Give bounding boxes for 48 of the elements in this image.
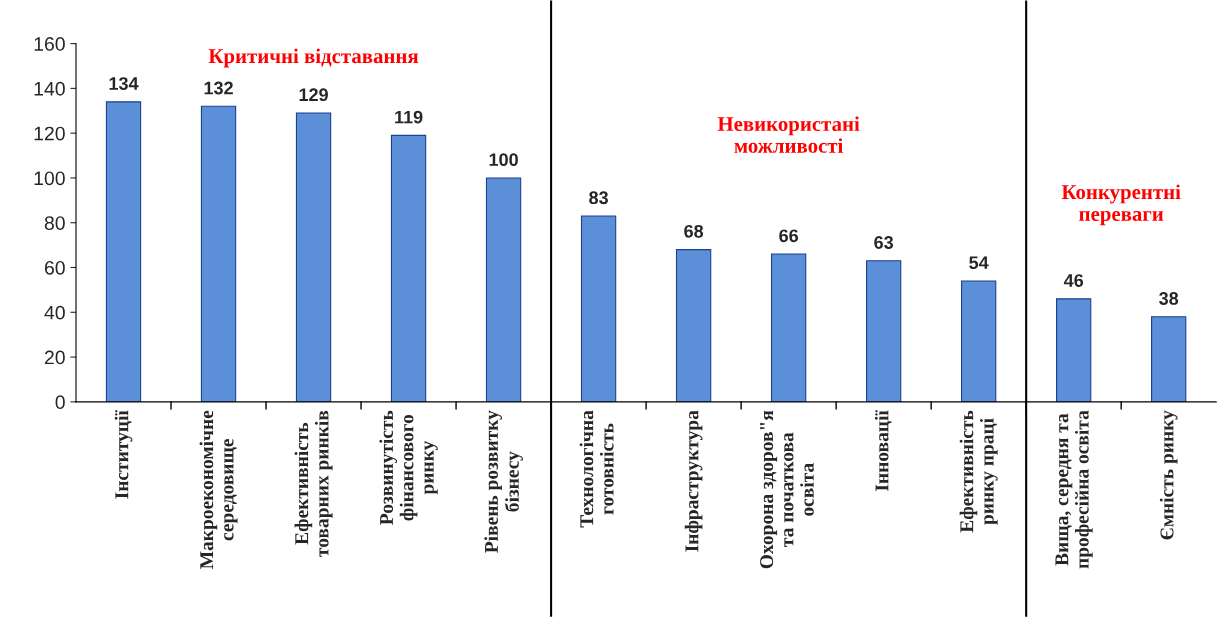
bar xyxy=(1151,316,1187,402)
bar xyxy=(390,134,427,402)
bar xyxy=(295,112,332,402)
data-label: 119 xyxy=(395,110,423,124)
x-tick-label: Макроекономічне середовище xyxy=(199,410,238,569)
y-tick-label: 0 xyxy=(55,395,65,410)
bar xyxy=(865,260,902,402)
x-tick-label: Рівень розвитку бізнесу xyxy=(484,410,523,553)
data-label: 46 xyxy=(1063,274,1084,287)
data-label: 66 xyxy=(779,229,799,243)
bar xyxy=(960,280,997,402)
x-tick-label: Вища, середня та професійна освіта xyxy=(1055,410,1093,569)
bar xyxy=(200,105,237,402)
x-tick-label: Інновації xyxy=(874,410,892,491)
x-tick-label: Ефективність ринку праці xyxy=(959,410,998,533)
y-tick-label: 20 xyxy=(44,350,65,365)
bar xyxy=(105,101,142,402)
x-tick-label: Ефективність товарних ринків xyxy=(294,410,333,557)
y-tick-label: 100 xyxy=(34,171,65,186)
y-tick-label: 120 xyxy=(34,126,65,141)
annotation: Невикористані можливості xyxy=(717,116,860,153)
data-label: 63 xyxy=(874,236,894,249)
data-label: 134 xyxy=(109,77,139,90)
annotation: Конкурентні переваги xyxy=(1061,184,1181,226)
x-tick-label: Ємність ринку xyxy=(1159,410,1178,540)
data-label: 100 xyxy=(489,153,518,167)
y-tick-label: 60 xyxy=(44,260,65,275)
bar xyxy=(1056,298,1092,402)
x-tick-label: Технологічна готовність xyxy=(579,410,614,528)
bar xyxy=(675,249,712,402)
data-label: 38 xyxy=(1159,292,1179,305)
y-tick-label: 40 xyxy=(44,305,65,320)
data-label: 83 xyxy=(589,191,608,205)
y-tick-label: 160 xyxy=(34,37,65,51)
data-label: 54 xyxy=(969,256,989,270)
data-label: 68 xyxy=(684,224,704,238)
data-label: 129 xyxy=(299,88,328,102)
data-label: 132 xyxy=(204,81,233,95)
x-tick-label: Охорона здоров"я та початкова освіта xyxy=(760,410,814,569)
y-tick-label: 80 xyxy=(44,216,65,230)
y-tick-label: 140 xyxy=(34,81,65,96)
x-tick-label: Розвинутість фінансового ринку xyxy=(379,410,438,525)
bar xyxy=(580,215,617,402)
annotation: Критичні відставання xyxy=(208,48,419,68)
bar xyxy=(770,253,807,402)
x-tick-label: Інфраструктура xyxy=(684,410,703,552)
bar xyxy=(485,177,522,402)
x-tick-label: Інституції xyxy=(114,410,133,499)
